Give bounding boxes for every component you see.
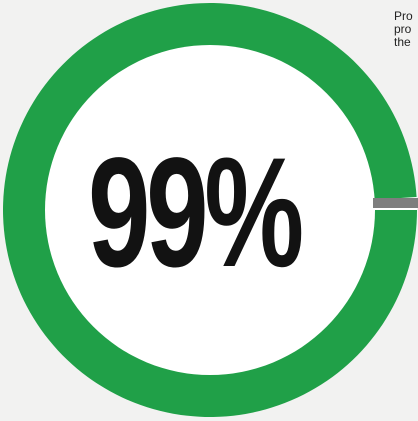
connector-line [373, 198, 418, 208]
donut-center [45, 45, 375, 375]
caption-line: pro [394, 22, 412, 36]
caption-text: Pro pro the [394, 10, 418, 49]
caption-line: Pro [394, 9, 413, 23]
center-value-label: 99% [88, 126, 304, 300]
caption-line: the [394, 35, 411, 49]
